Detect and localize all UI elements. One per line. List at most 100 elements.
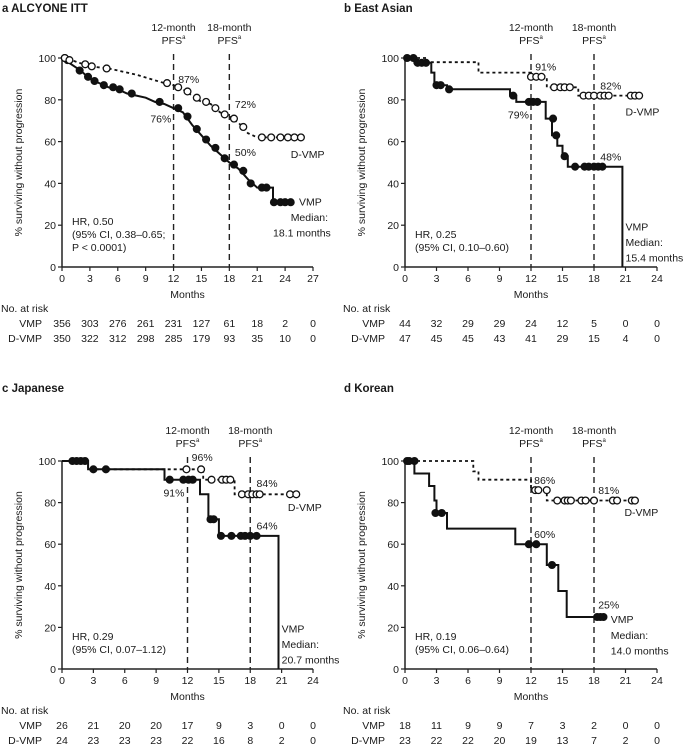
- annotation: D-VMP: [624, 507, 658, 519]
- annotation: 20.7 months: [282, 655, 340, 667]
- censor-mark-vmp: [229, 160, 239, 169]
- censor-mark-d-vmp: [226, 475, 235, 484]
- x-tick-label: 18: [244, 675, 256, 687]
- panel-title: a ALCYONE ITT: [2, 3, 88, 15]
- risk-table-header: No. at risk: [343, 705, 391, 717]
- risk-value: 261: [137, 318, 155, 330]
- x-tick-label: 24: [651, 675, 663, 687]
- censor-mark-vmp: [83, 72, 93, 81]
- risk-value: 0: [310, 318, 316, 330]
- censor-mark-vmp: [192, 125, 201, 134]
- risk-value: 29: [494, 318, 506, 330]
- risk-row-label: D-VMP: [351, 735, 385, 747]
- censor-mark-vmp: [188, 475, 197, 484]
- y-tick-label: 80: [44, 95, 56, 107]
- y-tick-label: 20: [387, 220, 399, 232]
- x-tick-label: 15: [196, 273, 208, 285]
- y-tick-label: 20: [387, 622, 399, 634]
- milestone-label-pfs: PFS: [519, 438, 539, 450]
- x-tick-label: 21: [620, 273, 632, 285]
- annotation: 50%: [235, 147, 256, 159]
- annotation: Median:: [626, 237, 663, 249]
- annotation: VMP: [282, 624, 305, 636]
- censor-mark-d-vmp: [283, 133, 292, 142]
- annotation: VMP: [626, 221, 649, 233]
- risk-value: 47: [399, 333, 411, 345]
- milestone-label-pfs: PFS: [176, 438, 196, 450]
- censor-mark-vmp: [127, 89, 136, 98]
- risk-value: 13: [557, 735, 569, 747]
- censor-mark-vmp: [211, 143, 220, 152]
- risk-value: 231: [165, 318, 183, 330]
- risk-value: 32: [431, 318, 443, 330]
- milestone-pfs-line: PFSa: [582, 35, 606, 47]
- x-tick-label: 12: [525, 273, 537, 285]
- risk-value: 0: [623, 720, 629, 732]
- milestone-pfs-line: PFSa: [519, 438, 543, 450]
- risk-row-label: VMP: [362, 720, 385, 732]
- risk-value: 43: [494, 333, 506, 345]
- x-tick-label: 0: [59, 273, 65, 285]
- milestone-superscript: a: [196, 438, 200, 444]
- milestone-label: 12-month: [165, 425, 210, 437]
- milestone-label-pfs: PFS: [238, 438, 258, 450]
- risk-value: 276: [109, 318, 127, 330]
- y-tick-label: 20: [44, 220, 56, 232]
- risk-value: 7: [591, 735, 597, 747]
- risk-value: 0: [279, 720, 285, 732]
- censor-mark-vmp: [547, 560, 557, 570]
- milestone-label-pfs: PFS: [217, 35, 237, 47]
- panel-title: b East Asian: [344, 3, 413, 15]
- x-tick-label: 24: [279, 273, 291, 285]
- y-tick-label: 0: [50, 262, 56, 274]
- risk-value: 8: [247, 735, 253, 747]
- x-tick-label: 21: [276, 675, 288, 687]
- milestone-label: 18-month: [207, 22, 252, 34]
- risk-value: 20: [119, 720, 131, 732]
- risk-value: 0: [623, 318, 629, 330]
- risk-value: 16: [213, 735, 225, 747]
- series-d-vmp-curve: [61, 57, 304, 139]
- risk-value: 20: [494, 735, 506, 747]
- censor-mark-vmp: [533, 97, 542, 106]
- risk-value: 322: [81, 333, 99, 345]
- x-tick-label: 12: [168, 273, 180, 285]
- censor-mark-vmp: [209, 515, 218, 524]
- risk-value: 19: [525, 735, 537, 747]
- annotation: 60%: [534, 529, 555, 541]
- y-tick-label: 100: [381, 53, 399, 65]
- risk-value: 23: [119, 735, 131, 747]
- milestone-label: 18-month: [572, 22, 617, 34]
- risk-value: 45: [462, 333, 474, 345]
- censor-mark-d-vmp: [65, 56, 74, 65]
- series-d-vmp-curve: [405, 57, 642, 97]
- censor-mark-vmp: [183, 112, 192, 121]
- risk-value: 93: [223, 333, 235, 345]
- censor-mark-vmp: [165, 475, 174, 484]
- risk-value: 24: [56, 735, 68, 747]
- risk-value: 350: [53, 333, 71, 345]
- censor-mark-vmp: [174, 104, 183, 113]
- milestone-pfs-line: PFSa: [238, 438, 262, 450]
- risk-value: 285: [165, 333, 183, 345]
- risk-value: 4: [623, 333, 629, 345]
- censor-mark-d-vmp: [207, 475, 216, 484]
- annotation: Median:: [611, 630, 648, 642]
- censor-mark-d-vmp: [197, 465, 206, 474]
- risk-value: 20: [150, 720, 162, 732]
- y-tick-label: 80: [387, 95, 399, 107]
- hazard-ratio-text: P < 0.0001): [72, 242, 126, 254]
- censor-mark-d-vmp: [553, 496, 562, 505]
- x-tick-label: 0: [402, 675, 408, 687]
- risk-table-header: No. at risk: [1, 303, 49, 315]
- x-tick-label: 18: [223, 273, 235, 285]
- censor-mark-d-vmp: [589, 496, 599, 505]
- censor-mark-vmp: [560, 152, 569, 161]
- y-axis-label: % surviving without progression: [13, 491, 25, 639]
- risk-row-label: VMP: [362, 318, 385, 330]
- risk-value: 127: [193, 318, 211, 330]
- risk-value: 23: [150, 735, 162, 747]
